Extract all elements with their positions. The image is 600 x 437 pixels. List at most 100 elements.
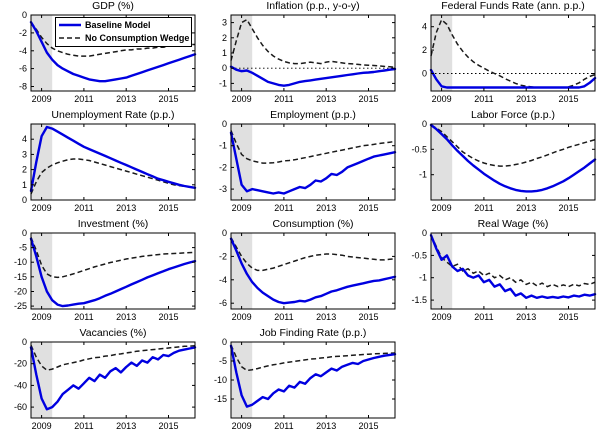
x-tick-label: 2011: [274, 421, 293, 431]
axes-frame: [430, 123, 596, 201]
x-tick-label: 2011: [74, 94, 93, 104]
series-baseline-model: [29, 346, 197, 411]
y-tick-label: -15: [14, 272, 27, 282]
consumption-chart: Consumption (%) 2009 2011 2013 2015 0 -2 -4 -6: [219, 218, 397, 322]
y-tick-label: -1: [219, 141, 227, 151]
series-no-consumption-wedge: [30, 344, 196, 372]
y-tick-label: 1: [222, 48, 227, 58]
x-tick-label: 2011: [274, 312, 293, 322]
chart-title: Unemployment Rate (p.p.): [51, 109, 174, 121]
series-baseline-model: [429, 123, 597, 193]
recession-band: [431, 124, 453, 200]
legend-label-baseline: Baseline Model: [85, 20, 151, 30]
y-tick-label: 0: [222, 63, 227, 73]
y-tick-label: 0: [422, 228, 427, 238]
legend-label-no-consumption-wedge: No Consumption Wedge: [85, 33, 189, 43]
y-tick-label: 2: [222, 33, 227, 43]
x-tick-label: 2013: [316, 312, 336, 322]
y-tick-label: -1: [419, 170, 427, 180]
chart-title: Vacancies (%): [80, 327, 147, 339]
x-tick-label: 2011: [474, 94, 493, 104]
y-tick-label: -4: [19, 46, 27, 56]
x-tick-label: 2011: [474, 203, 493, 213]
series-baseline-model: [229, 131, 397, 195]
x-tick-label: 2011: [274, 203, 293, 213]
chart-panel-real-wage: Real Wage (%) 2009 2011 2013 2015 0 -0.5 -1 -1.…: [400, 218, 600, 327]
y-tick-label: -4: [219, 275, 227, 285]
x-tick-label: 2013: [316, 421, 336, 431]
chart-title: Job Finding Rate (p.p.): [260, 327, 367, 339]
y-tick-label: -10: [14, 257, 27, 267]
legend: Baseline Model No Consumption Wedge: [55, 17, 192, 47]
x-tick-label: 2009: [32, 203, 52, 213]
x-tick-label: 2009: [232, 421, 252, 431]
y-tick-label: 3: [22, 149, 27, 159]
chart-title: Employment (p.p.): [270, 109, 356, 121]
y-tick-label: 0: [422, 69, 427, 79]
chart-panel-consumption: Consumption (%) 2009 2011 2013 2015 0 -2 -4 -6: [200, 218, 400, 327]
x-tick-label: 2011: [74, 203, 93, 213]
chart-title: Federal Funds Rate (ann. p.p.): [441, 0, 585, 12]
gdp-chart: GDP (%) 2009 2011 2013 2015 0 -2 -4 -6 -8 Baselin…: [19, 0, 197, 104]
x-tick-label: 2015: [358, 203, 378, 213]
y-tick-label: -1: [219, 78, 227, 88]
series-no-consumption-wedge: [430, 124, 596, 167]
y-tick-label: -3: [219, 184, 227, 194]
series-no-consumption-wedge: [430, 18, 596, 89]
x-tick-label: 2009: [432, 203, 452, 213]
chart-title: Inflation (p.p., y-o-y): [266, 0, 359, 12]
axes-frame: [430, 14, 596, 92]
series-baseline-model: [29, 21, 197, 83]
x-tick-label: 2009: [432, 94, 452, 104]
y-tick-label: -60: [14, 402, 27, 412]
chart-panel-inflation: Inflation (p.p., y-o-y) 2009 2011 2013 2015…: [200, 0, 400, 109]
y-tick-label: 1: [22, 180, 27, 190]
y-tick-label: -0.5: [411, 144, 427, 154]
real-wage-chart: Real Wage (%) 2009 2011 2013 2015 0 -0.5 -1 -1.…: [411, 218, 597, 322]
chart-title: GDP (%): [92, 0, 134, 12]
y-tick-label: 4: [22, 134, 27, 144]
y-tick-label: 0: [22, 337, 27, 347]
x-tick-label: 2015: [358, 312, 378, 322]
x-tick-label: 2009: [232, 312, 252, 322]
series-no-consumption-wedge: [430, 234, 596, 288]
recession-band: [31, 15, 53, 91]
y-tick-label: -10: [214, 375, 227, 385]
y-tick-label: 0: [222, 228, 227, 238]
x-tick-label: 2015: [158, 421, 178, 431]
x-tick-label: 2009: [32, 312, 52, 322]
x-tick-label: 2015: [358, 94, 378, 104]
y-tick-label: -0.5: [411, 250, 427, 260]
series-baseline-model: [29, 237, 197, 308]
axes-frame: [230, 232, 396, 310]
chart-panel-gdp: GDP (%) 2009 2011 2013 2015 0 -2 -4 -6 -8 Baselin…: [0, 0, 200, 109]
x-tick-label: 2009: [32, 94, 52, 104]
recession-band: [31, 124, 53, 200]
series-baseline-model: [29, 125, 197, 193]
y-tick-label: -15: [214, 394, 227, 404]
y-tick-label: 2: [22, 165, 27, 175]
axes-frame: [30, 14, 196, 92]
recession-band: [431, 233, 453, 309]
chart-title: Real Wage (%): [478, 218, 549, 230]
y-tick-label: 4: [422, 22, 427, 32]
chart-panel-job-finding-rate: Job Finding Rate (p.p.) 2009 2011 2013 2015…: [200, 327, 400, 436]
y-tick-label: 0: [222, 119, 227, 129]
federal-funds-rate-chart: Federal Funds Rate (ann. p.p.) 2009 2011 2…: [422, 0, 597, 104]
labor-force-chart: Labor Force (p.p.) 2009 2011 2013 2015 0 -0.5…: [411, 109, 597, 213]
chart-panel-vacancies: Vacancies (%) 2009 2011 2013 2015 0 -20 -40 -60: [0, 327, 200, 436]
x-tick-label: 2015: [558, 203, 578, 213]
chart-title: Investment (%): [78, 218, 149, 230]
y-tick-label: -1: [419, 273, 427, 283]
x-tick-label: 2013: [516, 94, 536, 104]
y-tick-label: 3: [222, 18, 227, 28]
series-no-consumption-wedge: [230, 18, 396, 69]
legend-box: [55, 17, 192, 47]
y-tick-label: -1.5: [411, 295, 427, 305]
y-tick-label: -6: [219, 298, 227, 308]
chart-title: Consumption (%): [272, 218, 353, 230]
y-tick-label: -5: [219, 356, 227, 366]
x-tick-label: 2015: [158, 312, 178, 322]
chart-panel-labor-force: Labor Force (p.p.) 2009 2011 2013 2015 0 -0.5…: [400, 109, 600, 218]
